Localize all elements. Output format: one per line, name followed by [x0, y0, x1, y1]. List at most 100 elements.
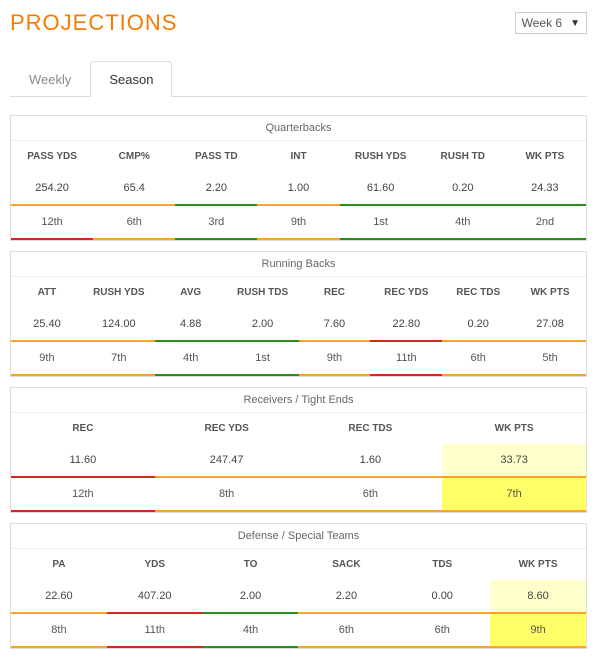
- bar-segment: [203, 646, 299, 648]
- value-cell: 61.60: [340, 172, 422, 204]
- column-header: WK PTS: [490, 549, 586, 580]
- bar-segment: [340, 238, 422, 240]
- value-cell: 8.60: [490, 580, 586, 612]
- value-cell: 33.73: [442, 444, 586, 476]
- rank-cell: 4th: [155, 342, 227, 374]
- column-header: REC YDS: [370, 277, 442, 308]
- week-select[interactable]: Week 6 ▼: [515, 12, 587, 34]
- rank-cell: 6th: [442, 342, 514, 374]
- rank-cell: 9th: [490, 614, 586, 646]
- bar-segment: [83, 374, 155, 376]
- value-cell: 11.60: [11, 444, 155, 476]
- column-header: WK PTS: [442, 413, 586, 444]
- bar-segment: [514, 374, 586, 376]
- value-cell: 124.00: [83, 308, 155, 340]
- bar-segment: [11, 238, 93, 240]
- rank-cell: 6th: [299, 478, 443, 510]
- column-header: REC TDS: [442, 277, 514, 308]
- values-row: 254.2065.42.201.0061.600.2024.33: [11, 172, 586, 204]
- column-header: INT: [257, 141, 339, 172]
- bar-segment: [442, 510, 586, 512]
- column-header: TDS: [394, 549, 490, 580]
- rank-cell: 6th: [298, 614, 394, 646]
- section-title: Defense / Special Teams: [11, 524, 586, 549]
- column-header: REC: [11, 413, 155, 444]
- value-cell: 65.4: [93, 172, 175, 204]
- column-header: AVG: [155, 277, 227, 308]
- column-header: WK PTS: [514, 277, 586, 308]
- rank-cell: 4th: [422, 206, 504, 238]
- values-row: 11.60247.471.6033.73: [11, 444, 586, 476]
- value-cell: 1.60: [299, 444, 443, 476]
- value-cell: 22.80: [370, 308, 442, 340]
- column-header: TO: [203, 549, 299, 580]
- column-header: YDS: [107, 549, 203, 580]
- rank-cell: 8th: [11, 614, 107, 646]
- column-header: WK PTS: [504, 141, 586, 172]
- bar-segment: [298, 646, 394, 648]
- bar-segment: [11, 374, 83, 376]
- page-title: PROJECTIONS: [10, 10, 177, 36]
- ranks-row: 12th6th3rd9th1st4th2nd: [11, 206, 586, 238]
- rank-cell: 6th: [394, 614, 490, 646]
- header-row: PASS YDSCMP%PASS TDINTRUSH YDSRUSH TDWK …: [11, 141, 586, 172]
- bar-segment: [155, 510, 299, 512]
- value-cell: 2.00: [227, 308, 299, 340]
- rank-cell: 6th: [93, 206, 175, 238]
- chevron-down-icon: ▼: [570, 18, 580, 29]
- column-header: REC: [299, 277, 371, 308]
- bar-segment: [370, 374, 442, 376]
- column-header: RUSH TDS: [227, 277, 299, 308]
- column-header: REC TDS: [299, 413, 443, 444]
- column-header: RUSH YDS: [340, 141, 422, 172]
- value-cell: 0.20: [422, 172, 504, 204]
- rank-cell: 11th: [107, 614, 203, 646]
- value-cell: 0.20: [442, 308, 514, 340]
- rank-cell: 9th: [299, 342, 371, 374]
- rank-cell: 9th: [11, 342, 83, 374]
- rank-cell: 1st: [340, 206, 422, 238]
- value-cell: 254.20: [11, 172, 93, 204]
- rank-cell: 3rd: [175, 206, 257, 238]
- tab-weekly[interactable]: Weekly: [10, 61, 90, 97]
- bar-segment: [175, 238, 257, 240]
- section-title: Quarterbacks: [11, 116, 586, 141]
- value-cell: 4.88: [155, 308, 227, 340]
- column-header: PASS YDS: [11, 141, 93, 172]
- bar-segment: [257, 238, 339, 240]
- bar-segment: [504, 238, 586, 240]
- tab-season[interactable]: Season: [90, 61, 172, 97]
- rank-cell: 9th: [257, 206, 339, 238]
- value-cell: 7.60: [299, 308, 371, 340]
- value-cell: 0.00: [394, 580, 490, 612]
- color-bar: [11, 510, 586, 512]
- rank-cell: 7th: [83, 342, 155, 374]
- section-0: QuarterbacksPASS YDSCMP%PASS TDINTRUSH Y…: [10, 115, 587, 241]
- section-title: Running Backs: [11, 252, 586, 277]
- bar-segment: [93, 238, 175, 240]
- column-header: REC YDS: [155, 413, 299, 444]
- column-header: ATT: [11, 277, 83, 308]
- bar-segment: [442, 374, 514, 376]
- column-header: RUSH YDS: [83, 277, 155, 308]
- bar-segment: [227, 374, 299, 376]
- value-cell: 25.40: [11, 308, 83, 340]
- rank-cell: 1st: [227, 342, 299, 374]
- ranks-row: 9th7th4th1st9th11th6th5th: [11, 342, 586, 374]
- section-2: Receivers / Tight EndsRECREC YDSREC TDSW…: [10, 387, 587, 513]
- bar-segment: [155, 374, 227, 376]
- color-bar: [11, 374, 586, 376]
- rank-cell: 4th: [203, 614, 299, 646]
- bar-segment: [422, 238, 504, 240]
- value-cell: 22.60: [11, 580, 107, 612]
- bar-segment: [394, 646, 490, 648]
- column-header: RUSH TD: [422, 141, 504, 172]
- section-1: Running BacksATTRUSH YDSAVGRUSH TDSRECRE…: [10, 251, 587, 377]
- header-row: RECREC YDSREC TDSWK PTS: [11, 413, 586, 444]
- column-header: PASS TD: [175, 141, 257, 172]
- rank-cell: 8th: [155, 478, 299, 510]
- bar-segment: [107, 646, 203, 648]
- column-header: SACK: [298, 549, 394, 580]
- value-cell: 2.20: [175, 172, 257, 204]
- week-select-label: Week 6: [522, 16, 562, 30]
